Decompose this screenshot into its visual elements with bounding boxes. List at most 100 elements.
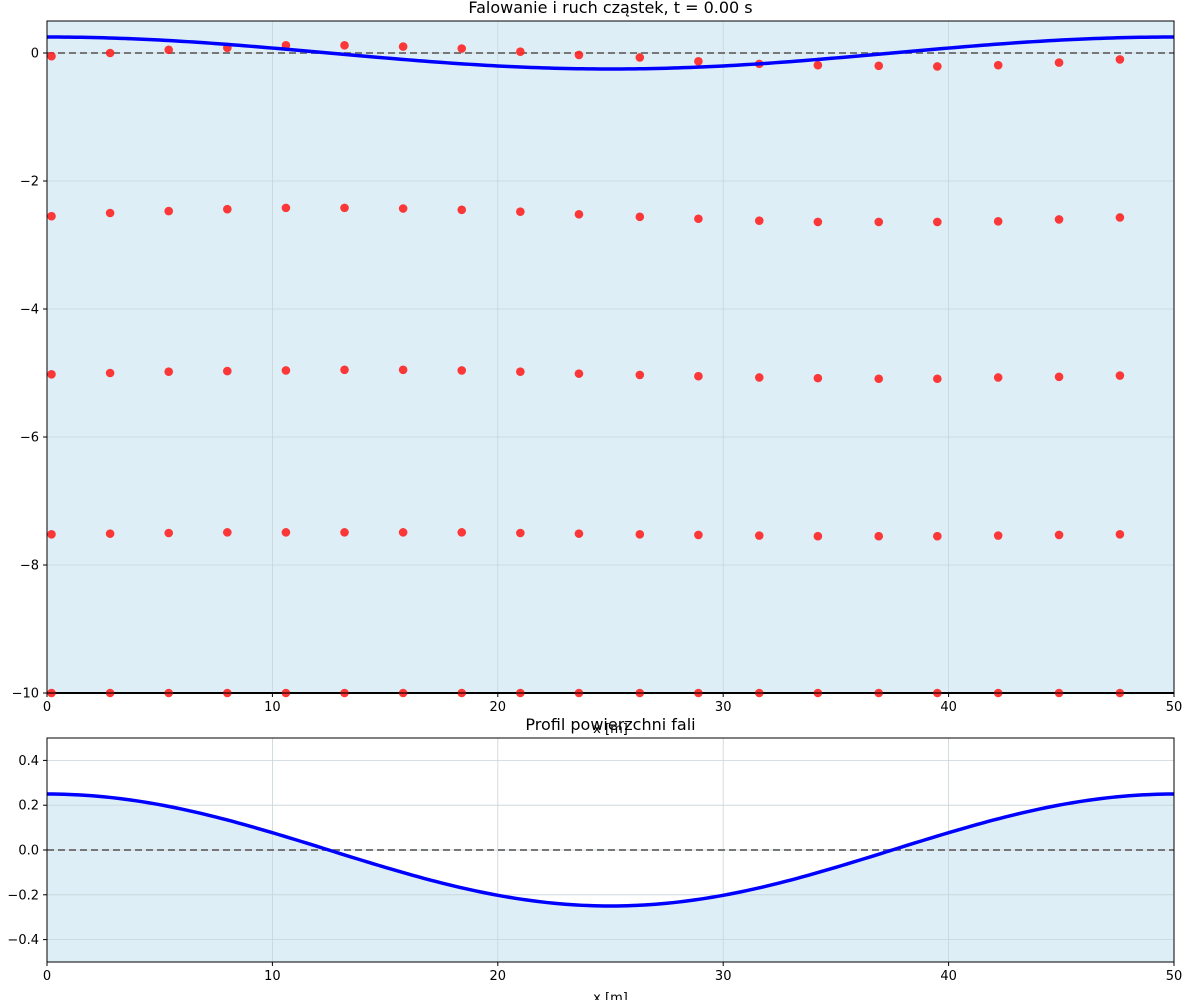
particle <box>398 365 408 375</box>
particle <box>457 205 467 215</box>
particle <box>516 367 525 377</box>
top-x-tick-label: 30 <box>715 700 732 715</box>
bot-x-tick-label: 40 <box>940 969 957 984</box>
bottom-chart-title: Profil powierzchni fali <box>525 715 695 734</box>
particle <box>164 206 174 216</box>
particle <box>516 207 525 217</box>
top-wave-surface <box>46 35 1175 71</box>
particle <box>1115 529 1125 539</box>
particle <box>933 374 942 384</box>
particle <box>1054 372 1064 382</box>
particle <box>105 48 115 58</box>
bottom-x-ticks: 0 10 20 30 40 50 <box>43 962 1182 984</box>
particle <box>47 211 56 221</box>
particle <box>105 368 115 378</box>
top-y-tick-label: −4 <box>20 303 39 318</box>
particle <box>933 531 942 541</box>
particle <box>1115 371 1125 380</box>
particle <box>164 367 174 377</box>
particle <box>993 373 1003 382</box>
top-x-tick-label: 20 <box>490 700 507 715</box>
bottom-wave-profile <box>46 792 1175 908</box>
particle <box>635 370 645 380</box>
particle <box>754 531 764 540</box>
top-x-ticks: 0 10 20 30 40 50 <box>43 693 1182 715</box>
bot-x-tick-label: 30 <box>715 969 732 984</box>
bot-x-tick-label: 20 <box>490 969 507 984</box>
particle <box>874 61 884 71</box>
top-y-tick-label: −8 <box>20 559 39 574</box>
particle <box>993 217 1003 226</box>
particle <box>694 57 703 66</box>
particle <box>223 204 232 214</box>
particle <box>993 531 1003 540</box>
top-x-tick-label: 50 <box>1166 700 1183 715</box>
top-water-fill <box>47 21 1174 693</box>
bottom-x-axis-label: x [m] <box>593 991 628 1000</box>
particle <box>1115 213 1125 222</box>
particle <box>813 60 823 70</box>
particle <box>694 371 703 381</box>
particle <box>874 374 884 384</box>
particle <box>933 62 942 71</box>
particle <box>47 369 56 379</box>
bot-x-tick-label: 0 <box>43 969 51 984</box>
particle <box>398 204 408 213</box>
particle <box>1115 55 1125 64</box>
particle <box>754 373 764 382</box>
top-x-tick-label: 40 <box>940 700 957 715</box>
top-y-tick-label: −10 <box>12 687 39 702</box>
top-y-tick-label: −6 <box>20 431 39 446</box>
top-x-tick-label: 0 <box>43 700 51 715</box>
particle <box>281 366 291 375</box>
bot-x-tick-label: 10 <box>264 969 281 984</box>
particle <box>223 528 232 537</box>
particle <box>694 530 703 540</box>
particle <box>574 369 584 378</box>
particle <box>874 217 884 227</box>
bot-y-tick-label: 0.2 <box>18 799 39 814</box>
particle <box>516 528 525 538</box>
top-y-ticks: 0 −2 −4 −6 −8 −10 <box>12 47 47 702</box>
particle <box>47 529 56 539</box>
particle <box>813 373 823 383</box>
top-chart-title: Falowanie i ruch cząstek, t = 0.00 s <box>468 0 752 17</box>
bot-y-tick-label: −0.4 <box>7 933 39 948</box>
particle <box>340 203 349 213</box>
particle <box>398 528 408 537</box>
particle <box>340 41 349 50</box>
particle <box>457 366 467 375</box>
bot-y-tick-label: −0.2 <box>7 888 39 903</box>
particle <box>993 60 1003 70</box>
particle <box>574 50 584 60</box>
particle-motion-chart: 0 10 20 30 40 50 0 −2 −4 −6 −8 −10 Falowanie i ruc… <box>12 0 1183 737</box>
particle <box>281 203 291 213</box>
particle <box>635 212 645 222</box>
particle <box>398 42 408 51</box>
bot-y-tick-label: 0.4 <box>18 754 39 769</box>
top-x-axis-label: x [m] <box>593 722 628 737</box>
particle <box>340 365 349 375</box>
particle <box>105 529 115 538</box>
top-plot-frame <box>46 20 1175 694</box>
particle <box>874 531 884 541</box>
wave-profile-chart: 0 10 20 30 40 50 0.4 0.2 0.0 −0.2 −0.4 Profil pow… <box>7 715 1182 1000</box>
particle <box>1054 215 1064 224</box>
particle <box>813 531 823 541</box>
particle <box>635 53 645 62</box>
particle <box>813 217 823 227</box>
particle <box>340 528 349 537</box>
particle <box>933 217 942 227</box>
particle <box>574 209 584 219</box>
particle <box>457 528 467 537</box>
bottom-water-fill <box>47 794 1174 962</box>
bot-x-tick-label: 50 <box>1166 969 1183 984</box>
particle <box>574 529 584 538</box>
particle <box>281 528 291 537</box>
particle <box>694 214 703 224</box>
particle <box>47 51 56 61</box>
particle <box>164 45 174 55</box>
particle <box>164 528 174 538</box>
particle <box>1054 530 1064 540</box>
